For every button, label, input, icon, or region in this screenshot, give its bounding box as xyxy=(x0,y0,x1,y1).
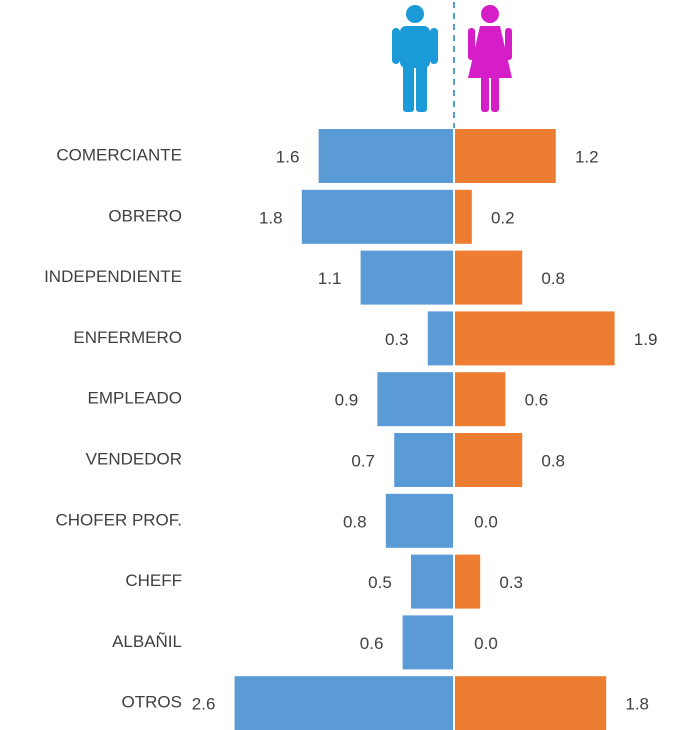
value-label: 0.0 xyxy=(474,634,498,653)
value-label: 1.1 xyxy=(318,269,342,288)
category-label: OBRERO xyxy=(108,206,182,225)
bar xyxy=(411,554,453,609)
category-label: INDEPENDIENTE xyxy=(44,267,182,286)
value-label: 0.6 xyxy=(360,634,384,653)
value-label: 0.7 xyxy=(351,451,375,470)
female-icon xyxy=(468,5,512,112)
bar xyxy=(455,311,615,366)
bar xyxy=(394,433,453,487)
value-label: 0.3 xyxy=(385,330,409,349)
category-label: VENDEDOR xyxy=(86,449,182,468)
category-label: CHEFF xyxy=(125,571,182,590)
value-label: 0.8 xyxy=(343,512,367,531)
bar xyxy=(360,250,453,305)
bar xyxy=(455,372,506,427)
category-label: CHOFER PROF. xyxy=(55,510,182,529)
bar xyxy=(455,250,523,305)
category-label: EMPLEADO xyxy=(88,389,182,408)
bar xyxy=(385,493,453,548)
value-label: 0.8 xyxy=(541,269,565,288)
value-label: 1.6 xyxy=(276,147,300,166)
bar xyxy=(455,554,481,609)
category-label: ALBAÑIL xyxy=(112,632,182,651)
value-label: 0.3 xyxy=(499,573,523,592)
value-label: 0.0 xyxy=(474,512,498,531)
bar xyxy=(318,129,453,183)
bar xyxy=(301,189,453,244)
bar xyxy=(455,676,607,730)
value-label: 1.8 xyxy=(625,695,649,714)
value-label: 0.2 xyxy=(491,208,515,227)
category-label: COMERCIANTE xyxy=(56,145,182,164)
value-label: 2.6 xyxy=(192,695,216,714)
category-label: OTROS xyxy=(122,693,182,712)
value-label: 1.2 xyxy=(575,147,599,166)
bar xyxy=(402,615,453,670)
bar xyxy=(427,311,453,366)
bar xyxy=(455,129,556,183)
bar xyxy=(234,676,453,730)
male-icon xyxy=(392,5,438,112)
bar xyxy=(455,433,523,487)
bar xyxy=(455,189,472,244)
value-label: 0.6 xyxy=(525,391,549,410)
bar xyxy=(377,372,453,427)
value-label: 1.9 xyxy=(634,330,658,349)
category-label: ENFERMERO xyxy=(73,328,182,347)
value-label: 0.8 xyxy=(541,451,565,470)
value-label: 0.9 xyxy=(335,391,359,410)
value-label: 1.8 xyxy=(259,208,283,227)
value-label: 0.5 xyxy=(368,573,392,592)
